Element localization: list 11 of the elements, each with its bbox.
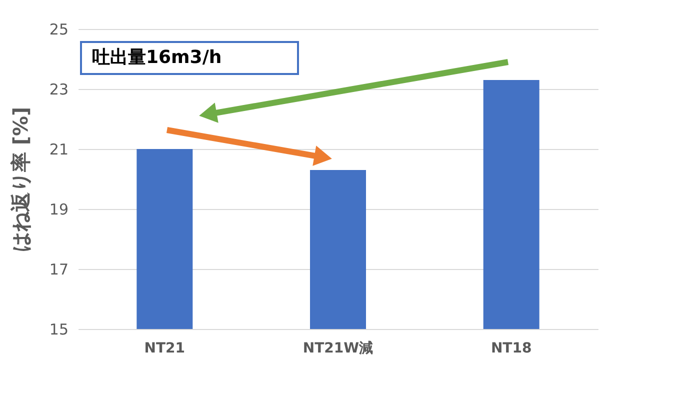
- y-tick-label: 21: [49, 140, 68, 158]
- y-tick-label: 25: [49, 20, 68, 38]
- x-tick-label: NT21: [144, 340, 186, 356]
- annotation: 吐出量16m3/h: [92, 47, 222, 68]
- x-tick-label: NT21W減: [302, 340, 374, 356]
- y-tick-label: 19: [49, 200, 68, 218]
- y-tick-label: 15: [49, 320, 68, 338]
- y-tick-label: 17: [49, 260, 68, 278]
- y-tick-label: 23: [49, 80, 68, 98]
- y-axis-title: はね返り率 [%]: [8, 106, 32, 252]
- x-tick-label: NT18: [490, 340, 532, 356]
